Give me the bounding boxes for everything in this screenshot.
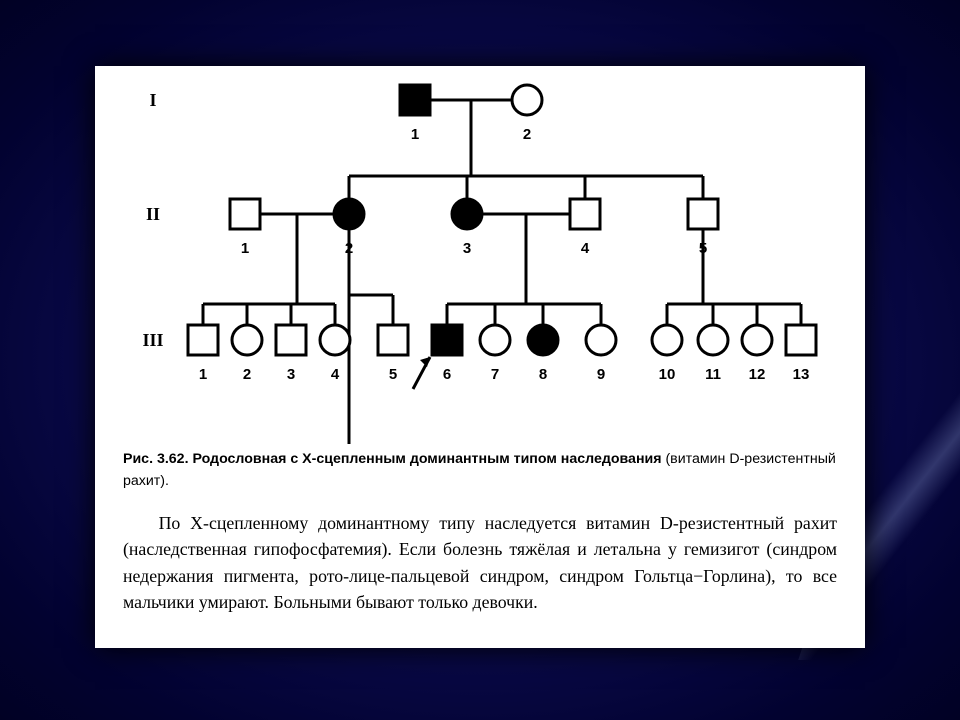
svg-text:5: 5 [389, 366, 397, 383]
svg-text:III: III [142, 330, 163, 350]
svg-text:II: II [146, 204, 160, 224]
pedigree-chart: 121234512345678910111213IIIIII [95, 66, 865, 444]
svg-text:2: 2 [243, 366, 251, 383]
svg-text:4: 4 [331, 366, 340, 383]
svg-text:2: 2 [523, 126, 531, 143]
svg-text:13: 13 [793, 366, 810, 383]
content-panel: 121234512345678910111213IIIIII Рис. 3.62… [95, 66, 865, 648]
caption-title: Родословная с Х-сцепленным доминантным т… [192, 451, 661, 467]
svg-text:7: 7 [491, 366, 499, 383]
svg-text:10: 10 [659, 366, 676, 383]
svg-text:8: 8 [539, 366, 547, 383]
svg-text:3: 3 [287, 366, 295, 383]
svg-text:1: 1 [411, 126, 419, 143]
svg-text:6: 6 [443, 366, 451, 383]
svg-text:5: 5 [699, 240, 707, 257]
svg-text:4: 4 [581, 240, 590, 257]
figure-caption: Рис. 3.62. Родословная с Х-сцепленным до… [123, 448, 837, 492]
svg-text:1: 1 [199, 366, 207, 383]
caption-label: Рис. 3.62. [123, 451, 189, 467]
body-paragraph: По Х-сцепленному доминантному типу насле… [123, 510, 837, 615]
svg-text:2: 2 [345, 240, 353, 257]
svg-text:3: 3 [463, 240, 471, 257]
svg-text:I: I [149, 90, 156, 110]
svg-text:9: 9 [597, 366, 605, 383]
svg-text:12: 12 [749, 366, 766, 383]
svg-text:11: 11 [705, 366, 721, 383]
svg-text:1: 1 [241, 240, 249, 257]
